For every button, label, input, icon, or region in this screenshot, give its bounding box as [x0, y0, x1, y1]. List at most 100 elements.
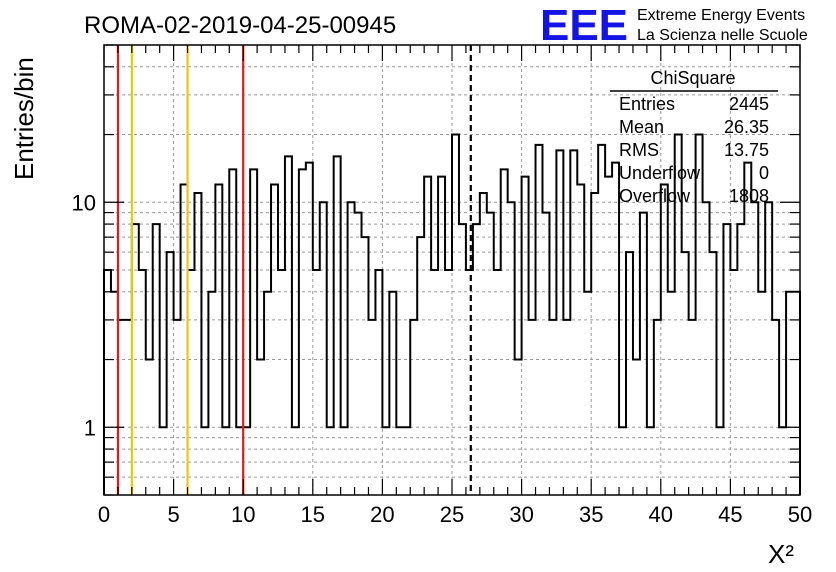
histogram-bin	[257, 360, 264, 495]
histogram-bin	[104, 270, 111, 495]
histogram-bin	[382, 427, 389, 495]
histogram-bin	[285, 156, 292, 495]
x-axis-label: X²	[768, 539, 794, 569]
histogram-bin	[710, 252, 717, 495]
histogram-bin	[222, 427, 229, 495]
histogram-bin	[375, 270, 382, 495]
histogram-bin	[737, 224, 744, 495]
eee-logo-letters: EEE	[540, 1, 628, 50]
histogram-bin	[765, 202, 772, 495]
stats-value: 13.75	[724, 140, 769, 160]
histogram-bin	[529, 320, 536, 495]
histogram-bin	[194, 193, 201, 495]
histogram-bin	[368, 320, 375, 495]
histogram-bin	[278, 270, 285, 495]
y-axis-label: Entries/bin	[9, 57, 39, 180]
x-tick-label: 0	[98, 502, 110, 527]
histogram-bin	[473, 224, 480, 495]
histogram-bin	[452, 135, 459, 495]
y-tick-label: 1	[84, 415, 96, 440]
histogram-bin	[786, 292, 793, 495]
histogram-bin	[626, 252, 633, 495]
stats-value: 26.35	[724, 117, 769, 137]
stats-label: RMS	[619, 140, 659, 160]
stats-label: Mean	[619, 117, 664, 137]
histogram-bin	[542, 213, 549, 495]
histogram-bin	[306, 163, 313, 495]
y-tick-label: 10	[72, 190, 96, 215]
histogram-bin	[459, 224, 466, 495]
histogram-outline	[103, 133, 801, 495]
chart-title: ROMA-02-2019-04-25-00945	[84, 12, 396, 39]
stats-label: Underflow	[619, 163, 701, 183]
histogram-bin	[772, 320, 779, 495]
histogram-bin	[598, 145, 605, 495]
axis-ticks: 0 5 10 15 20 25 30 35 40 45 50 1 10	[72, 44, 812, 527]
x-tick-label: 40	[649, 502, 673, 527]
histogram-bin	[160, 427, 167, 495]
histogram-bin	[730, 270, 737, 495]
x-tick-label: 30	[509, 502, 533, 527]
histogram-bin	[744, 163, 751, 495]
histogram-bin	[424, 177, 431, 495]
histogram-bin	[146, 360, 153, 495]
x-tick-label: 15	[301, 502, 325, 527]
histogram-bin	[501, 169, 508, 495]
histogram-bin	[549, 320, 556, 495]
histogram-bin	[612, 163, 619, 495]
histogram-bin	[577, 184, 584, 495]
histogram-bin	[355, 213, 362, 495]
histogram-bin	[689, 320, 696, 495]
histogram-bin	[396, 427, 403, 495]
histogram-bin	[174, 320, 181, 495]
x-tick-label: 50	[788, 502, 812, 527]
histogram-bin	[793, 292, 800, 495]
stats-box-title: ChiSquare	[650, 68, 735, 88]
x-tick-label: 20	[370, 502, 394, 527]
histogram-bin	[605, 177, 612, 495]
histogram-bin	[466, 270, 473, 495]
x-tick-label: 45	[718, 502, 742, 527]
histogram-bin	[299, 169, 306, 495]
logo-line-2: La Scienza nelle Scuole	[637, 27, 808, 44]
histogram-bin	[334, 156, 341, 495]
histogram-bin	[591, 193, 598, 495]
stats-label: Entries	[619, 94, 675, 114]
histogram-bin	[703, 202, 710, 495]
histogram-bin	[215, 184, 222, 495]
histogram-bin	[494, 270, 501, 495]
histogram-bin	[619, 427, 626, 495]
histogram-bin	[758, 292, 765, 495]
histogram-bin	[410, 320, 417, 495]
histogram-bin	[779, 427, 786, 495]
histogram-bin	[438, 177, 445, 495]
x-tick-label: 25	[440, 502, 464, 527]
histogram-bin	[362, 237, 369, 495]
histogram-bin	[264, 292, 271, 495]
histogram-bin	[682, 252, 689, 495]
stats-value: 0	[759, 163, 769, 183]
stats-value: 1808	[729, 186, 769, 206]
stats-label: Overflow	[619, 186, 691, 206]
histogram-bin	[167, 252, 174, 495]
histogram-bin	[341, 427, 348, 495]
histogram-bin	[153, 224, 160, 495]
stats-value: 2445	[729, 94, 769, 114]
histogram-bin	[445, 270, 452, 495]
histogram-bin	[633, 360, 640, 495]
histogram-bin	[515, 360, 522, 495]
histogram-bin	[313, 270, 320, 495]
histogram-bin	[522, 177, 529, 495]
histogram-bin	[292, 427, 299, 495]
histogram-bin	[654, 320, 661, 495]
x-tick-label: 5	[167, 502, 179, 527]
histogram-bin	[327, 427, 334, 495]
histogram-bin	[417, 237, 424, 495]
histogram-bin	[647, 427, 654, 495]
histogram-bin	[661, 184, 668, 495]
histogram-bin	[139, 270, 146, 495]
histogram-bin	[480, 193, 487, 495]
histogram-bin	[723, 224, 730, 495]
histogram-bin	[563, 320, 570, 495]
